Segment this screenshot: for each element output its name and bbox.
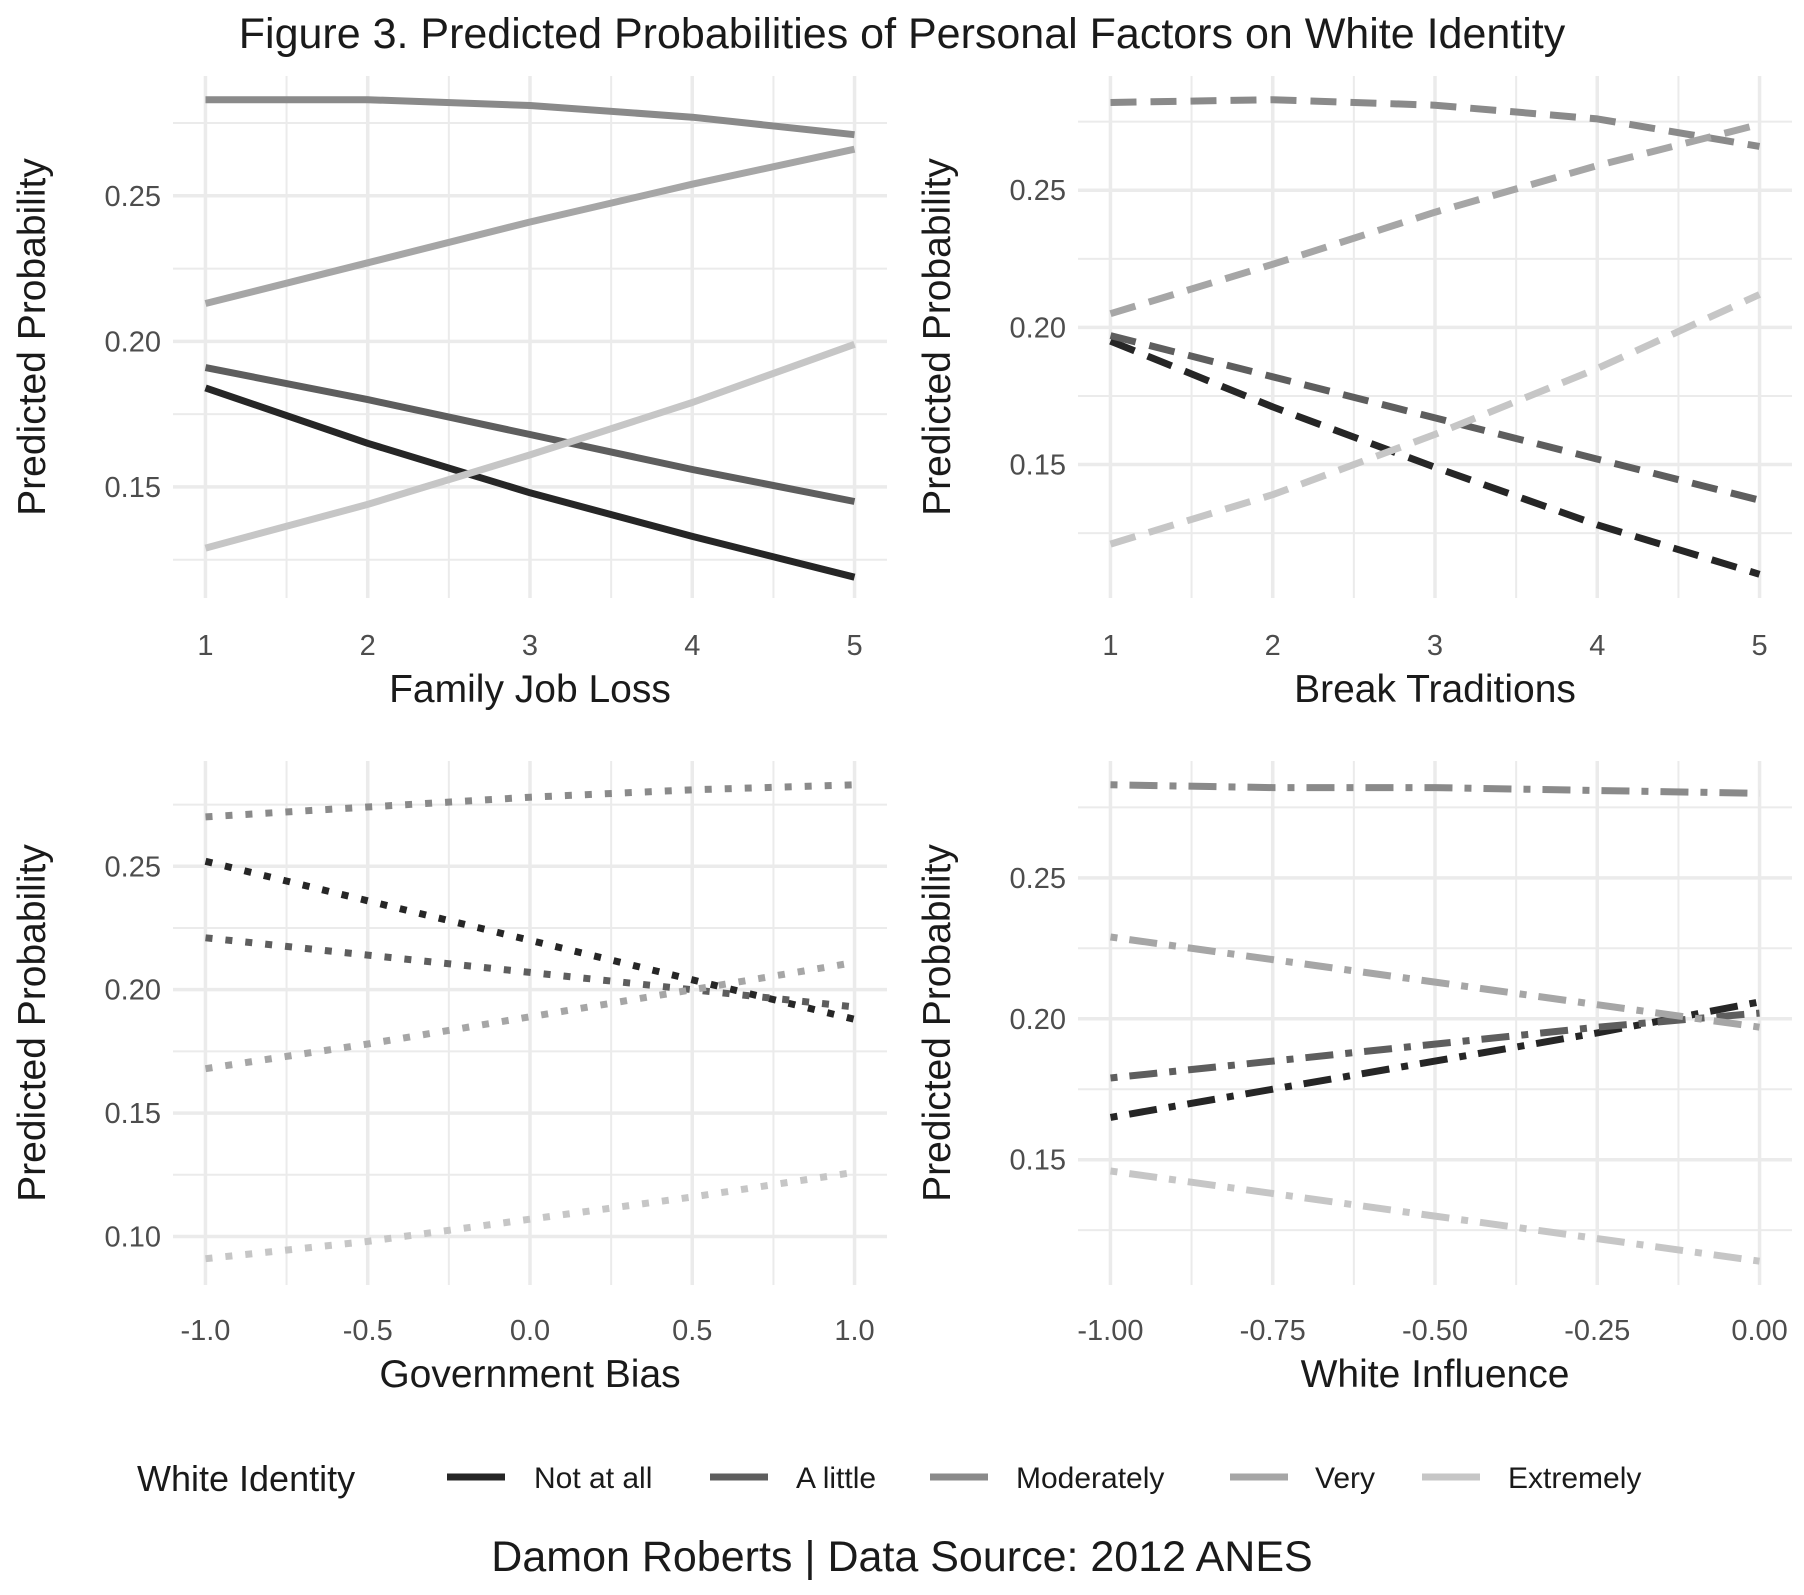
y-tick-label: 0.15 xyxy=(1010,450,1066,482)
panel-white-influence: -1.00 -0.75 -0.50 -0.25 0.00 0.15 0.20 0.25 Whit… xyxy=(916,761,1792,1396)
y-axis-label: Predicted Probability xyxy=(916,844,959,1202)
series-line-extremely xyxy=(1109,291,1761,548)
figure-caption: Damon Roberts | Data Source: 2012 ANES xyxy=(491,1533,1312,1581)
panel-family-job-loss: 1 2 3 4 5 0.15 0.20 0.25 Family Job Loss Predicte… xyxy=(11,76,887,711)
x-tick-label: -0.75 xyxy=(1240,1315,1306,1347)
y-tick-label: 0.10 xyxy=(105,1221,161,1253)
x-tick-label: 0.0 xyxy=(510,1315,550,1347)
legend-label-not-at-all: Not at all xyxy=(534,1462,652,1495)
series-line-extremely xyxy=(1110,1167,1760,1265)
legend-item-moderately: Moderately xyxy=(930,1462,1164,1495)
x-tick-label: 4 xyxy=(684,630,700,662)
series-line-a-little xyxy=(204,364,856,505)
legend-item-not-at-all: Not at all xyxy=(447,1462,652,1495)
x-axis-label: Break Traditions xyxy=(1294,668,1576,711)
y-tick-label: 0.15 xyxy=(105,472,161,504)
y-tick-label: 0.20 xyxy=(105,975,161,1007)
series-line-extremely xyxy=(204,341,856,552)
legend-item-extremely: Extremely xyxy=(1422,1462,1641,1495)
series-line-very xyxy=(1109,121,1761,318)
series-line-a-little xyxy=(1110,1009,1760,1082)
x-axis-label: White Influence xyxy=(1301,1353,1570,1396)
figure-title: Figure 3. Predicted Probabilities of Per… xyxy=(239,10,1566,58)
x-tick-label: 5 xyxy=(1751,630,1767,662)
y-axis-label: Predicted Probability xyxy=(11,844,54,1202)
x-tick-label: 4 xyxy=(1589,630,1605,662)
x-tick-label: 1 xyxy=(197,630,213,662)
legend-item-very: Very xyxy=(1230,1462,1375,1495)
series-line-not-at-all xyxy=(1109,998,1761,1121)
x-tick-label: -0.50 xyxy=(1402,1315,1468,1347)
x-axis-label: Government Bias xyxy=(379,1353,680,1396)
gridlines xyxy=(173,761,887,1285)
x-tick-label: 0.00 xyxy=(1731,1315,1787,1347)
y-tick-label: 0.25 xyxy=(1010,175,1066,207)
gridlines xyxy=(173,76,887,598)
x-tick-label: 0.5 xyxy=(672,1315,712,1347)
x-tick-label: 5 xyxy=(846,630,862,662)
y-tick-label: 0.25 xyxy=(1010,863,1066,895)
series-line-not-at-all xyxy=(204,384,856,581)
series-line-not-at-all xyxy=(1109,337,1761,578)
legend-label-moderately: Moderately xyxy=(1016,1462,1164,1495)
y-tick-label: 0.15 xyxy=(1010,1145,1066,1177)
x-tick-label: 1.0 xyxy=(834,1315,874,1347)
x-tick-label: -1.0 xyxy=(180,1315,230,1347)
x-tick-label: 3 xyxy=(522,630,538,662)
y-axis-label: Predicted Probability xyxy=(916,158,959,516)
y-tick-label: 0.15 xyxy=(105,1098,161,1130)
x-tick-label: -1.00 xyxy=(1077,1315,1143,1347)
series-line-a-little xyxy=(205,934,855,1011)
y-tick-label: 0.20 xyxy=(105,326,161,358)
x-tick-label: 2 xyxy=(1265,630,1281,662)
legend-items: Not at all A little Moderately Very Extremel… xyxy=(447,1462,1641,1495)
gridlines xyxy=(1078,76,1792,598)
legend-label-very: Very xyxy=(1315,1462,1375,1495)
y-tick-label: 0.25 xyxy=(105,851,161,883)
legend-title: White Identity xyxy=(137,1458,355,1499)
x-tick-label: 1 xyxy=(1102,630,1118,662)
panel-government-bias: -1.0 -0.5 0.0 0.5 1.0 0.10 0.15 0.20 0.25 Governm… xyxy=(11,761,887,1396)
legend: White Identity Not at all A little Moderat… xyxy=(137,1458,1641,1499)
series-lines xyxy=(1109,781,1761,1265)
series-line-very xyxy=(204,145,856,307)
legend-item-a-little: A little xyxy=(710,1462,876,1495)
y-tick-label: 0.25 xyxy=(105,181,161,213)
series-line-moderately xyxy=(1110,96,1761,150)
series-line-very xyxy=(1110,933,1760,1031)
series-lines xyxy=(204,781,856,1263)
legend-label-extremely: Extremely xyxy=(1508,1462,1641,1495)
series-line-a-little xyxy=(1109,332,1761,504)
series-line-moderately xyxy=(205,781,855,821)
y-axis-label: Predicted Probability xyxy=(11,158,54,516)
x-tick-label: -0.25 xyxy=(1564,1315,1630,1347)
x-axis-label: Family Job Loss xyxy=(389,668,671,711)
legend-label-a-little: A little xyxy=(796,1462,876,1495)
y-tick-label: 0.20 xyxy=(1010,1004,1066,1036)
x-tick-label: 2 xyxy=(360,630,376,662)
panel-break-traditions: 1 2 3 4 5 0.15 0.20 0.25 Break Traditions Predict… xyxy=(916,76,1792,711)
series-line-moderately xyxy=(205,96,855,139)
series-lines xyxy=(1109,96,1761,578)
series-lines xyxy=(204,96,856,581)
x-tick-label: 3 xyxy=(1427,630,1443,662)
series-line-moderately xyxy=(1110,781,1760,797)
y-tick-label: 0.20 xyxy=(1010,312,1066,344)
series-line-extremely xyxy=(205,1168,856,1263)
x-tick-label: -0.5 xyxy=(343,1315,393,1347)
